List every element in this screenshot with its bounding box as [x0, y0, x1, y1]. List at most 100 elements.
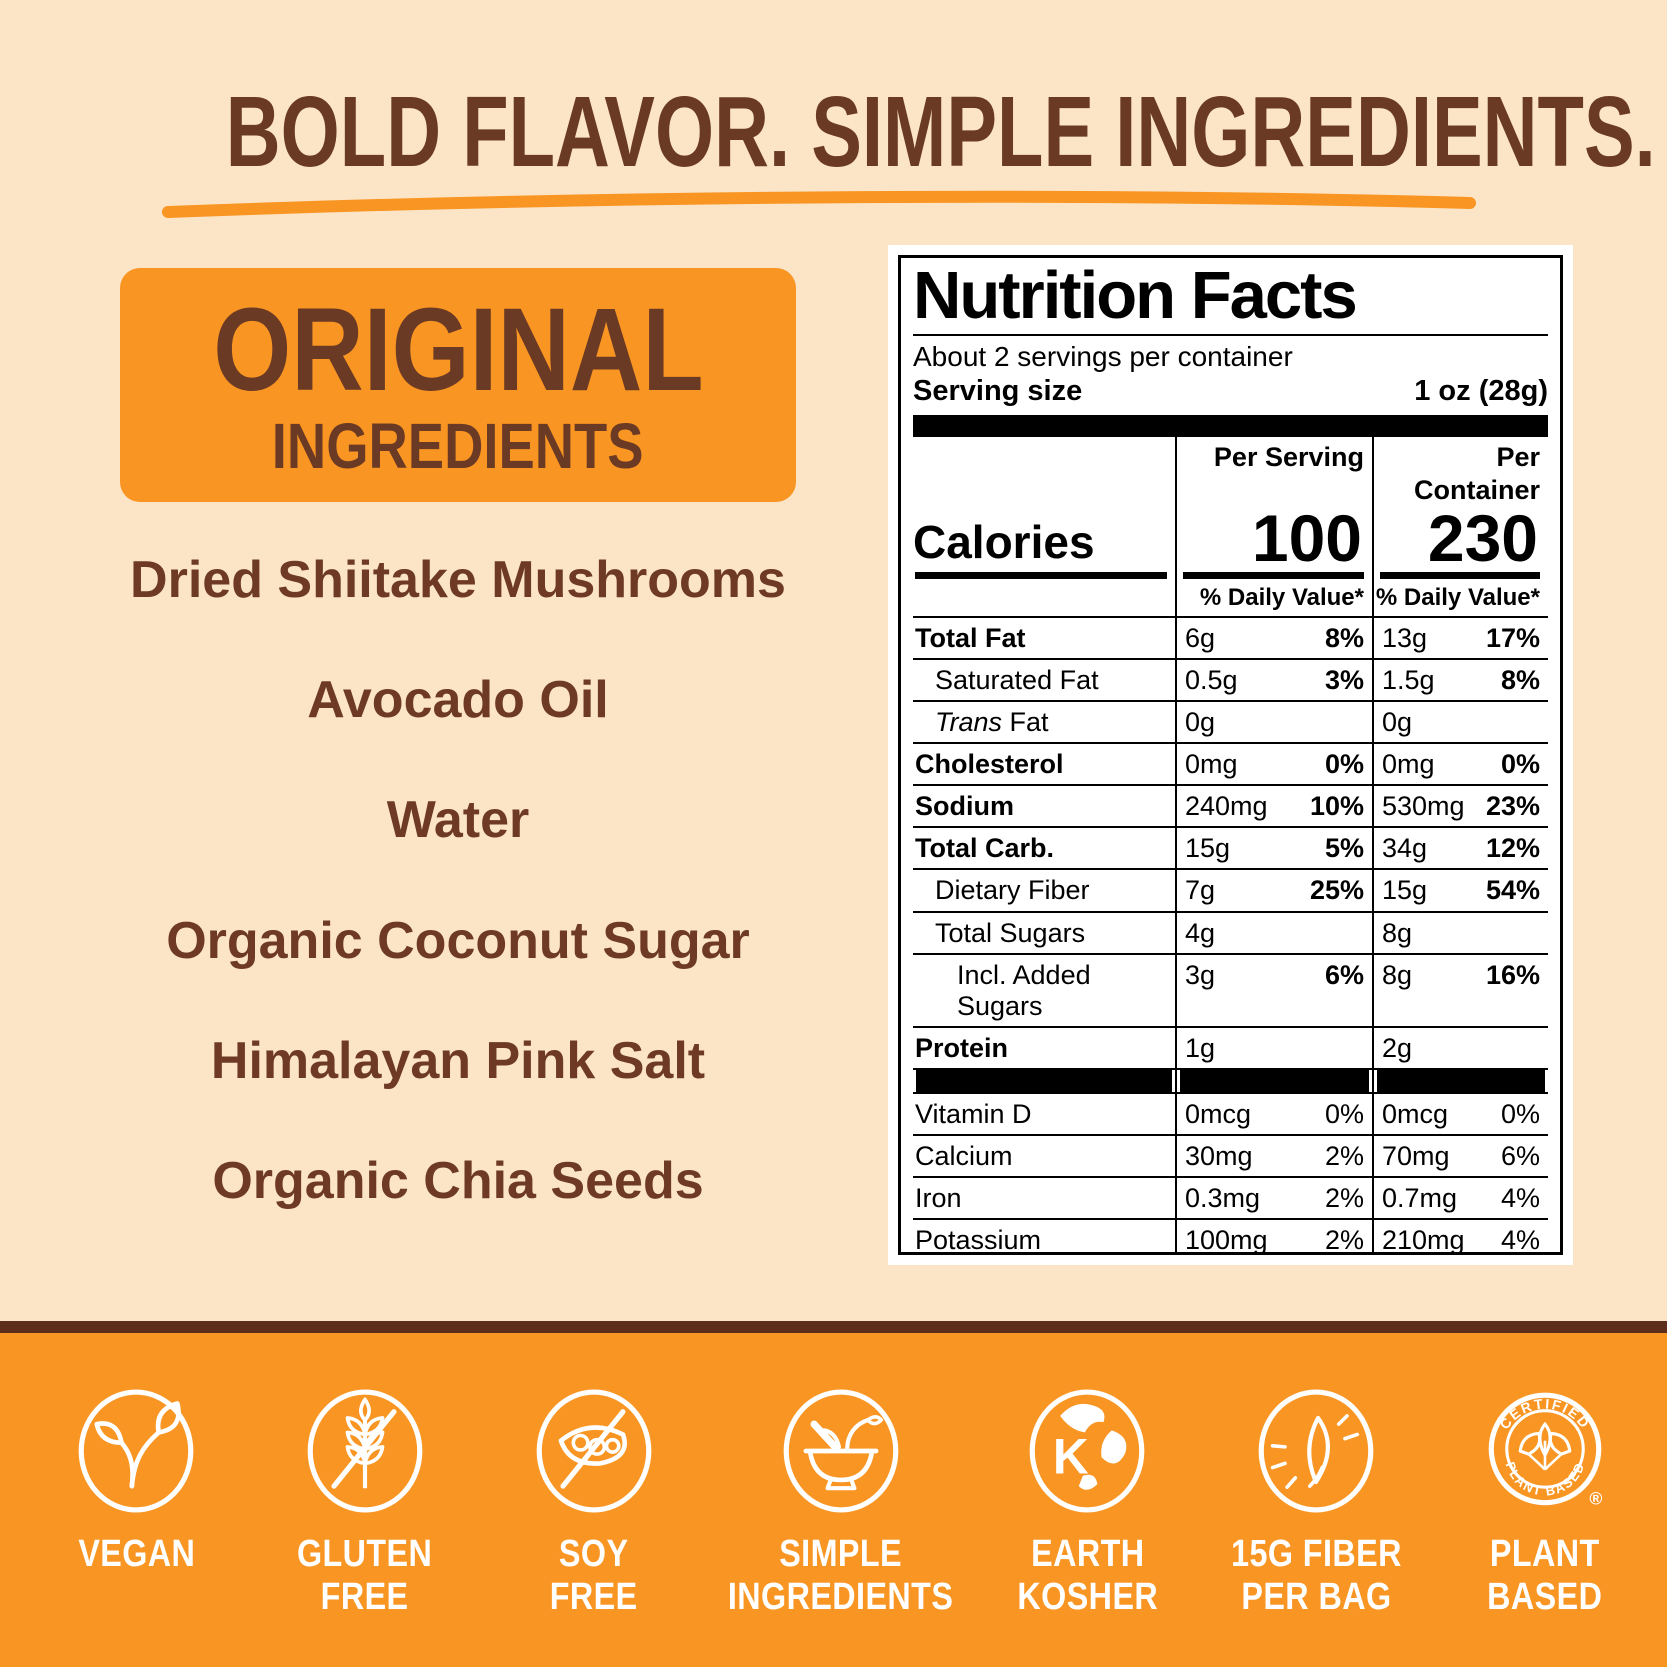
brown-divider-stripe	[0, 1321, 1667, 1333]
certification-band: VEGAN GLUTEN FREE	[0, 1333, 1667, 1667]
badge-label: 15G FIBER PER BAG	[1230, 1533, 1402, 1618]
nutrient-serving-value: 15g 5%	[1175, 826, 1372, 869]
nutrient-serving-value: 0mg 0%	[1175, 742, 1372, 785]
headline-underline-swoosh	[162, 190, 1476, 218]
nutrient-name: Total Carb.	[913, 826, 1175, 868]
micronutrient-serving-value: 0mcg 0%	[1175, 1091, 1372, 1134]
nutrient-name: Sodium	[913, 784, 1175, 826]
micronutrient-name: Calcium	[913, 1133, 1175, 1176]
nutrient-container-value: 0g	[1372, 700, 1548, 743]
nutrient-serving-value: 0.5g 3%	[1175, 658, 1372, 701]
serving-size-row: Serving size 1 oz (28g)	[913, 374, 1548, 409]
plant-based-icon: CERTIFIED PLANT BASED ®	[1488, 1392, 1602, 1509]
nutrient-container-value: 8g	[1372, 910, 1548, 953]
nutrient-name: Cholesterol	[913, 742, 1175, 784]
nutrient-container-value: 0mg 0%	[1372, 742, 1548, 785]
soy-free-icon	[536, 1389, 651, 1513]
micronutrient-name: Vitamin D	[913, 1091, 1175, 1134]
badge-label: GLUTEN FREE	[297, 1533, 433, 1618]
nutrient-container-value: 1.5g 8%	[1372, 658, 1548, 701]
serving-size-label: Serving size	[913, 374, 1083, 407]
list-item: Organic Chia Seeds	[212, 1151, 704, 1210]
nutrient-name: Saturated Fat	[913, 658, 1175, 700]
nutrient-serving-value: 6g 8%	[1175, 616, 1372, 659]
nutrient-serving-value: 240mg 10%	[1175, 784, 1372, 827]
micronutrient-serving-value: 30mg 2%	[1175, 1133, 1372, 1176]
nutrient-serving-value: 3g 6%	[1175, 952, 1372, 1026]
badge-earth-kosher: K EARTH KOSHER	[973, 1389, 1202, 1618]
nutrient-serving-value: 4g	[1175, 910, 1372, 953]
kosher-k-glyph: K	[1053, 1429, 1089, 1485]
nutrition-facts-border: Nutrition Facts About 2 servings per con…	[898, 255, 1563, 1255]
list-item: Himalayan Pink Salt	[210, 1031, 706, 1090]
calories-rule	[1183, 571, 1364, 579]
badge-plant-based: CERTIFIED PLANT BASED ® PLANT BASED	[1430, 1389, 1659, 1618]
nutrient-container-value: 13g 17%	[1372, 616, 1548, 659]
badge-label: VEGAN	[77, 1533, 195, 1575]
headline: BOLD FLAVOR. SIMPLE INGREDIENTS.	[0, 82, 1667, 182]
badge-label: SIMPLE INGREDIENTS	[727, 1533, 954, 1618]
badge-label: EARTH KOSHER	[1017, 1533, 1158, 1618]
simple-ingredients-icon	[783, 1389, 898, 1513]
micronutrient-container-value: 210mg 4%	[1372, 1217, 1548, 1252]
nutrition-facts-label: Nutrition Facts About 2 servings per con…	[888, 245, 1573, 1265]
nutrition-facts-title: Nutrition Facts	[913, 261, 1548, 337]
calories-rule	[1380, 571, 1540, 579]
headline-text: BOLD FLAVOR. SIMPLE INGREDIENTS.	[225, 76, 1656, 188]
nutrient-container-value: 34g 12%	[1372, 826, 1548, 869]
registered-trademark-icon: ®	[1589, 1489, 1602, 1509]
daily-value-header-serving: % Daily Value*	[1175, 578, 1372, 617]
micronutrient-container-value: 0.7mg 4%	[1372, 1175, 1548, 1218]
micronutrient-container-value: 70mg 6%	[1372, 1133, 1548, 1176]
daily-value-header-container: % Daily Value*	[1372, 578, 1548, 617]
nutrient-name: Total Fat	[913, 616, 1175, 658]
section-divider-bar	[1377, 1069, 1545, 1092]
badge-soy-free: SOY FREE	[479, 1389, 708, 1618]
badge-label: PLANT BASED	[1487, 1533, 1603, 1618]
gluten-free-icon	[307, 1389, 423, 1513]
calories-label: Calories	[913, 515, 1095, 568]
list-item: Water	[386, 791, 530, 850]
list-item: Dried Shiitake Mushrooms	[130, 551, 786, 609]
nutrient-serving-value: 7g 25%	[1175, 868, 1372, 911]
badge-gluten-free: GLUTEN FREE	[251, 1389, 480, 1618]
nutrient-serving-value: 0g	[1175, 700, 1372, 743]
calories-rule	[915, 571, 1167, 579]
per-serving-header: Per Serving	[1175, 437, 1372, 507]
badge-simple-ingredients: SIMPLE INGREDIENTS	[708, 1389, 973, 1618]
serving-size-value: 1 oz (28g)	[1414, 374, 1548, 407]
vegan-icon	[78, 1389, 194, 1513]
list-item: Avocado Oil	[307, 671, 609, 730]
nutrient-serving-value: 1g	[1175, 1025, 1372, 1068]
micronutrient-container-value: 0mcg 0%	[1372, 1091, 1548, 1134]
nutrient-name: Incl. Added Sugars	[913, 952, 1175, 1026]
ingredients-title-line1: ORIGINAL	[212, 283, 704, 416]
nutrition-columns: Per Serving Per Container Calories 100 2…	[913, 437, 1548, 1252]
badge-vegan: VEGAN	[22, 1389, 251, 1618]
ingredients-title-box: ORIGINAL INGREDIENTS	[120, 268, 796, 502]
badge-label: SOY FREE	[549, 1533, 638, 1618]
fiber-icon	[1258, 1389, 1374, 1513]
nutrient-name: Dietary Fiber	[913, 868, 1175, 910]
nutrient-name: Protein	[913, 1025, 1175, 1068]
per-container-header: Per Container	[1372, 437, 1548, 507]
earth-kosher-icon: K	[1030, 1389, 1145, 1513]
badge-fiber: 15G FIBER PER BAG	[1202, 1389, 1431, 1618]
nutrient-container-value: 15g 54%	[1372, 868, 1548, 911]
nutrient-name: Total Sugars	[913, 910, 1175, 953]
ingredients-list: Dried Shiitake Mushrooms Avocado Oil Wat…	[62, 551, 854, 1273]
nutrient-container-value: 8g 16%	[1372, 952, 1548, 1026]
servings-per-container: About 2 servings per container	[913, 341, 1293, 373]
micronutrient-name: Iron	[913, 1175, 1175, 1218]
nutrient-container-value: 2g	[1372, 1025, 1548, 1068]
nutrient-name: Trans Fat	[913, 700, 1175, 742]
micronutrient-serving-value: 0.3mg 2%	[1175, 1175, 1372, 1218]
micronutrient-serving-value: 100mg 2%	[1175, 1217, 1372, 1252]
micronutrient-name: Potassium	[913, 1217, 1175, 1252]
section-divider-bar	[1180, 1069, 1369, 1092]
section-divider-bar	[916, 1069, 1172, 1092]
calories-per-container: 230	[1372, 505, 1548, 571]
ingredients-title-line2: INGREDIENTS	[272, 409, 644, 482]
thick-divider-bar	[913, 415, 1548, 438]
